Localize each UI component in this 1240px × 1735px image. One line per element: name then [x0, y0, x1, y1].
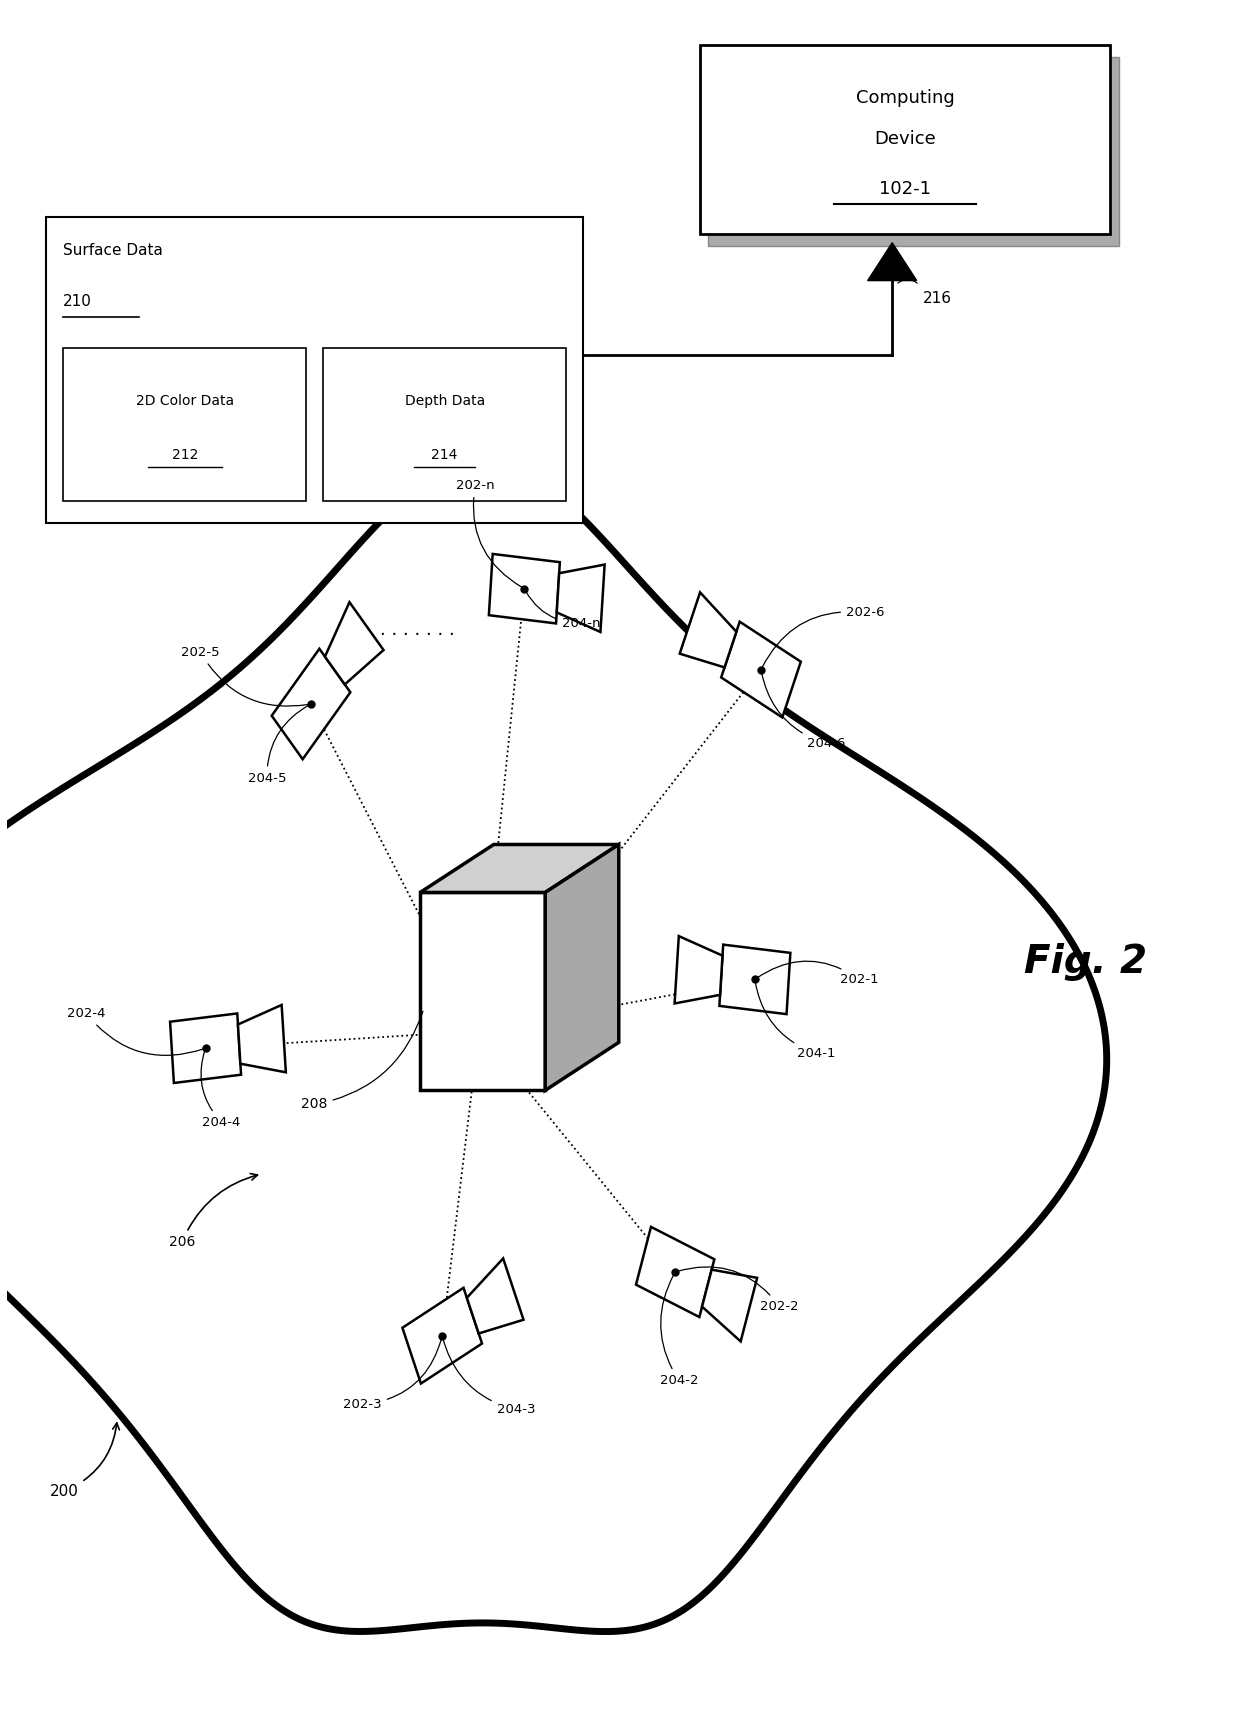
FancyBboxPatch shape	[699, 45, 1111, 234]
Text: Fig. 2: Fig. 2	[1024, 944, 1147, 982]
Polygon shape	[238, 1005, 286, 1072]
Text: 214: 214	[432, 448, 458, 462]
Polygon shape	[675, 937, 723, 1003]
Polygon shape	[868, 243, 916, 281]
Text: 204-5: 204-5	[248, 706, 309, 784]
Text: 202-4: 202-4	[67, 1008, 203, 1055]
Polygon shape	[170, 1013, 241, 1083]
Text: 210: 210	[63, 295, 92, 309]
Text: 212: 212	[171, 448, 198, 462]
Polygon shape	[420, 845, 619, 892]
Polygon shape	[719, 944, 790, 1015]
Polygon shape	[403, 1287, 482, 1383]
Text: 216: 216	[923, 291, 952, 307]
Polygon shape	[0, 462, 1107, 1631]
Text: 204-2: 204-2	[660, 1275, 698, 1386]
Polygon shape	[325, 602, 383, 684]
Polygon shape	[272, 649, 351, 760]
Text: Computing: Computing	[856, 88, 955, 108]
Text: . . . . . . .: . . . . . . .	[381, 621, 455, 638]
Text: 204-6: 204-6	[761, 671, 846, 750]
Polygon shape	[636, 1227, 714, 1317]
Text: 206: 206	[169, 1173, 258, 1249]
Text: Depth Data: Depth Data	[404, 394, 485, 408]
Text: 204-n: 204-n	[526, 592, 600, 630]
Polygon shape	[546, 845, 619, 1090]
Text: Device: Device	[874, 130, 936, 149]
Polygon shape	[722, 621, 801, 718]
Text: 202-5: 202-5	[181, 645, 309, 706]
Text: 202-2: 202-2	[678, 1267, 799, 1313]
Text: 202-6: 202-6	[763, 606, 884, 666]
Text: 202-n: 202-n	[456, 479, 522, 586]
Text: 202-1: 202-1	[758, 961, 878, 985]
Polygon shape	[420, 892, 546, 1090]
Text: Surface Data: Surface Data	[63, 243, 164, 259]
Text: 204-1: 204-1	[755, 982, 836, 1060]
Polygon shape	[466, 1258, 523, 1334]
Text: 204-3: 204-3	[443, 1338, 534, 1416]
Text: 208: 208	[301, 1012, 423, 1112]
Polygon shape	[489, 553, 560, 623]
FancyBboxPatch shape	[46, 217, 583, 524]
Text: 200: 200	[50, 1423, 119, 1499]
Text: 204-4: 204-4	[201, 1051, 241, 1129]
Text: 102-1: 102-1	[879, 180, 931, 198]
Polygon shape	[680, 592, 737, 668]
Polygon shape	[557, 564, 605, 632]
FancyBboxPatch shape	[324, 347, 565, 501]
Text: 202-3: 202-3	[343, 1338, 441, 1411]
Polygon shape	[702, 1270, 758, 1341]
Text: 2D Color Data: 2D Color Data	[135, 394, 234, 408]
FancyBboxPatch shape	[63, 347, 306, 501]
FancyBboxPatch shape	[708, 57, 1118, 246]
